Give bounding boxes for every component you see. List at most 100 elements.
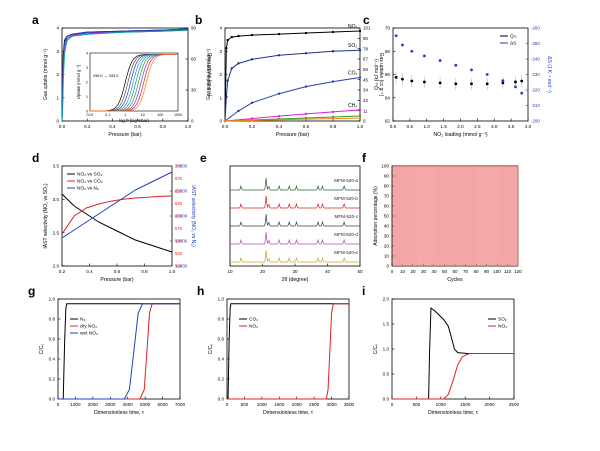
panel-h-xtick-label: 3500 [344,402,355,407]
panel-e-series-label: MFM-520-e [334,250,358,255]
panel-f-cycle-bar [483,166,485,266]
panel-a-y2label: Gas uptake (cc g⁻¹) [206,53,212,97]
panel-a-xtick-label: 0.6 [134,124,141,129]
panel-b-ylabel: Gas uptake (mmol g⁻¹) [206,49,212,100]
panel-b-xtick-label: 0.4 [276,124,283,129]
panel-f-cycle-bar [411,166,413,266]
panel-a-inset-xtick-label: 0.01 [87,113,94,117]
panel-b-series-point [223,119,227,123]
panel-b-series-label: NO₂ [348,24,358,30]
panel-b-xtick-label: 0.0 [222,124,229,129]
panel-d-xtick-label: 0.6 [114,269,121,274]
panel-a-xtick-label: 1.0 [185,124,192,129]
panel-b-series-line [224,109,361,122]
panel-c-series-point [422,80,426,84]
panel-c-letter: c [363,13,370,27]
panel-f-cycle-bar [425,166,427,266]
panel-c-series-point [501,79,505,83]
panel-b-series-point [250,119,254,122]
panel-g-frame [57,298,181,400]
panel-c-y2tick-label: -210 [531,103,540,108]
panel-b-series-point [250,101,254,105]
panel-c-series-point [514,85,517,89]
panel-b-series-point [358,108,362,112]
panel-a: a 0.0 0.2 0.4 0.6 0.8 1.0 Pressure (bar) 0 1 2 3 4 Ga… [32,13,212,138]
panel-f-cycle-bar [433,166,435,266]
panel-f-cycle-bar [407,166,409,266]
panel-f-cycle-bar [417,166,419,266]
panel-b-series-point [237,34,240,38]
panel-b-series-point [250,58,254,61]
panel-f-cycle-bar [510,166,512,266]
panel-c-xtick-label: 4.0 [525,124,532,129]
panel-f-cycle-bar [468,166,469,266]
panel-f-cycle-bar [437,166,438,266]
panel-f-cycle-bar [460,166,461,266]
panel-b-series-point [226,38,229,42]
panel-f-cycle-bar [454,166,455,266]
panel-f-cycle-bar [505,166,507,266]
panel-f-cycle-bar [401,166,403,266]
panel-f-cycle-bar [455,166,456,266]
panel-b-y2tick-label: 67 [363,57,368,62]
panel-i-xtick-label: 1500 [460,402,471,407]
panel-d-ytick-label: 3.5 [53,164,60,169]
panel-e-xtick-label: 30 [292,269,298,274]
panel-c-series-point [401,77,404,81]
panel-b-y2tick-label: 90 [363,36,368,41]
panel-f-cycle-bar [452,166,453,266]
panel-f-cycle-bar [429,166,431,266]
panel-d-y3tick-label: 625 [175,201,183,206]
panel-f-cycle-bar [458,166,459,266]
panel-c-xtick-label: 1.0 [424,124,431,129]
panel-f-cycle-bar [502,166,504,266]
panel-d-series-line [61,171,173,239]
panel-b-xtick-label: 0.2 [249,124,256,129]
panel-f-cycle-bar [467,166,468,266]
panel-f-cycle-bar [480,166,482,266]
panel-f-ytick-label: 60 [384,204,390,209]
panel-a-xlabel: Pressure (bar) [108,132,141,138]
panel-i-ytick-label: 0.5 [383,372,390,377]
panel-d-y2tick-label: 22000 [175,189,188,194]
panel-g-ytick-label: 1.0 [49,297,56,302]
panel-b-ytick-label: 0 [219,119,222,124]
panel-i-xtick-label: 2500 [509,402,520,407]
panel-e-letter: e [200,151,207,165]
panel-a-inset-series-line [90,53,179,112]
panel-e-pattern-line [230,177,360,191]
panel-c-y2tick-label: -220 [531,88,540,93]
panel-d-y3tick-label: 600 [175,214,183,219]
panel-f-cycle-bar [513,166,515,266]
panel-d-series-line [61,193,173,253]
panel-i-ytick-label: 2.0 [383,297,390,302]
panel-f-ytick-label: 50 [384,214,390,219]
panel-i-xtick-label: 0 [391,402,394,407]
panel-a-xtick-label: 0.0 [59,124,66,129]
panel-f-cycle-bar [445,166,446,266]
panel-b-ytick-label: 2 [219,72,222,77]
panel-f-cycle-bar [517,166,519,266]
panel-i-ylabel: C/C₀ [373,344,379,355]
panel-f-cycle-bar [494,166,496,266]
panel-a-inset-ytick-label: 4 [86,51,88,55]
panel-c-xtick-label: 0.5 [407,124,414,129]
panel-g-series-line [58,303,180,400]
panel-c-series-point [454,63,458,67]
panel-h-letter: h [197,284,204,298]
panel-f-cycle-bar [409,166,411,266]
panel-c-y2tick-label: -260 [531,26,540,31]
panel-b-series-point [304,117,308,121]
panel-b-series-point [277,54,281,57]
panel-f-xtick-label: 100 [493,269,501,274]
panel-c-series-point [410,79,414,83]
panel-f-ytick-label: 80 [384,184,390,189]
panel-f-cycle-bar [448,166,449,266]
panel-g-xtick-label: 2000 [88,402,99,407]
panel-f-cycle-bar [462,166,463,266]
panel-f-cycle-bar [447,166,448,266]
panel-a-inset-xtick-label: 1000 [174,113,182,117]
panel-h-frame [226,298,350,400]
panel-a-ytick-label: 3 [56,49,59,54]
